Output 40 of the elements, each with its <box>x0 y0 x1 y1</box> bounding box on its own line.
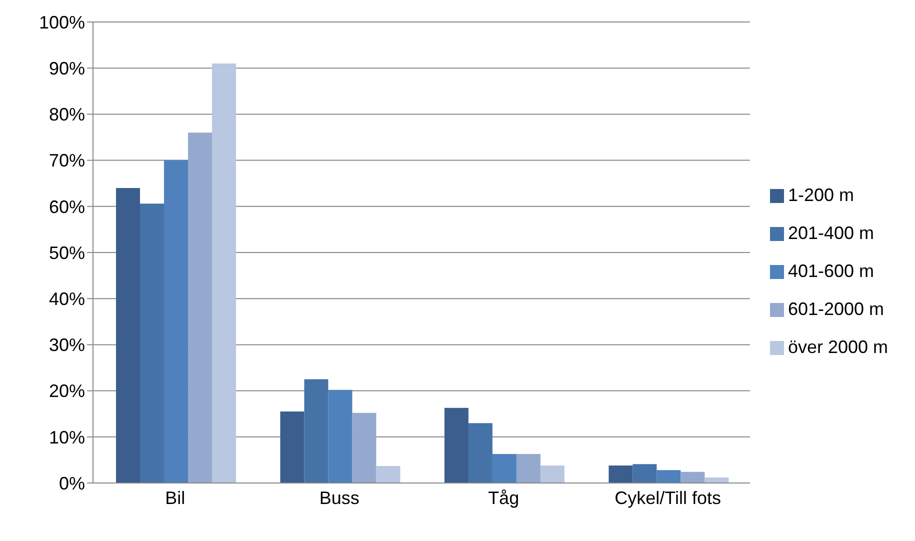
x-tick-label: Bil <box>165 488 186 508</box>
bar <box>328 390 352 483</box>
legend-label: 401-600 m <box>788 260 874 280</box>
bar <box>516 454 540 483</box>
y-tick-label: 80% <box>48 104 85 125</box>
bar <box>608 465 633 483</box>
bar <box>116 188 140 483</box>
y-tick-label: 30% <box>48 335 85 356</box>
bar <box>444 408 468 483</box>
legend-label: över 2000 m <box>788 336 888 356</box>
x-tick-label: Buss <box>319 488 360 508</box>
y-tick-label: 10% <box>48 427 85 448</box>
bar <box>680 472 705 483</box>
bar <box>304 379 328 483</box>
bar <box>164 160 188 483</box>
y-tick-label: 60% <box>48 196 85 217</box>
bar <box>632 464 657 483</box>
x-tick-label: Tåg <box>488 488 520 508</box>
y-tick-label: 40% <box>48 288 85 309</box>
bar <box>540 465 564 483</box>
bar <box>188 132 212 483</box>
y-tick-label: 100% <box>38 12 85 32</box>
legend-label: 601-2000 m <box>788 298 884 318</box>
y-tick-label: 20% <box>48 381 85 402</box>
y-tick-label: 70% <box>48 150 85 171</box>
y-tick-label: 0% <box>58 473 85 494</box>
y-tick-label: 90% <box>48 58 85 78</box>
legend-label: 1-200 m <box>788 184 854 204</box>
bar <box>376 466 400 483</box>
bar <box>656 470 681 483</box>
y-tick-label: 50% <box>48 242 85 263</box>
bar <box>280 412 304 483</box>
bar <box>212 63 236 483</box>
bar <box>704 477 729 483</box>
bar <box>352 412 376 483</box>
bar <box>468 423 492 483</box>
bar <box>140 204 164 483</box>
bar <box>492 454 516 483</box>
x-tick-label: Cykel/Till fots <box>614 488 721 508</box>
legend-label: 201-400 m <box>788 222 874 242</box>
